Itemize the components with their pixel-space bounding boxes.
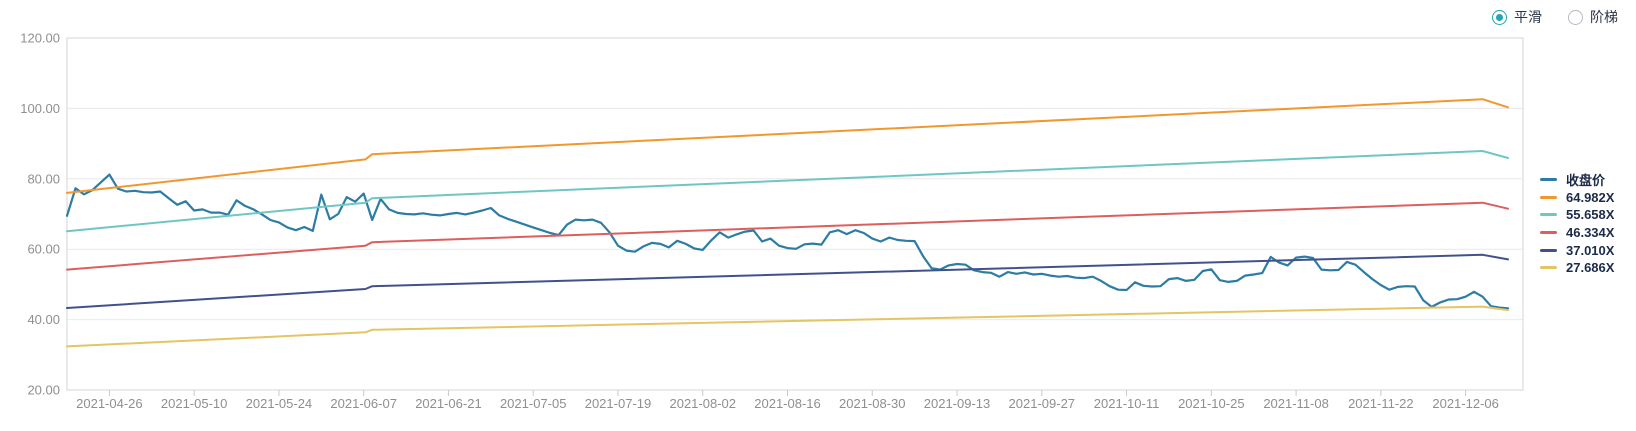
x-axis-tick-label: 2021-10-11 — [1094, 396, 1160, 411]
chart-legend: 收盘价 64.982X 55.658X 46.334X 37.010X 27.686X — [1540, 171, 1614, 277]
x-axis-tick-label: 2021-08-16 — [754, 396, 821, 411]
x-axis-tick-label: 2021-05-24 — [246, 396, 313, 411]
x-axis-tick-label: 2021-10-25 — [1178, 396, 1245, 411]
x-axis-tick-label: 2021-11-08 — [1263, 396, 1329, 411]
y-axis-tick-label: 40.00 — [27, 312, 60, 327]
series-line-close[interactable] — [65, 173, 1510, 310]
legend-item-label: 收盘价 — [1566, 173, 1606, 189]
line-style-radio-group: 平滑 阶梯 — [1492, 7, 1618, 27]
series-line-band-27686[interactable] — [66, 305, 1509, 348]
legend-item-band-64982[interactable]: 64.982X — [1540, 189, 1614, 207]
x-axis-tick-label: 2021-07-05 — [500, 396, 567, 411]
y-axis-tick-label: 120.00 — [20, 31, 60, 46]
legend-line-icon — [1540, 178, 1557, 182]
legend-item-band-27686[interactable]: 27.686X — [1540, 259, 1614, 277]
x-axis-tick-label: 2021-08-02 — [669, 396, 736, 411]
radio-smooth-label: 平滑 — [1514, 9, 1542, 25]
legend-item-label: 64.982X — [1566, 189, 1615, 205]
y-axis-tick-label: 60.00 — [27, 242, 60, 257]
legend-item-label: 37.010X — [1566, 242, 1615, 258]
legend-item-band-37010[interactable]: 37.010X — [1540, 241, 1614, 259]
x-axis-tick-label: 2021-07-19 — [585, 396, 652, 411]
legend-line-icon — [1540, 248, 1557, 252]
legend-item-band-46334[interactable]: 46.334X — [1540, 224, 1614, 242]
radio-step-label: 阶梯 — [1590, 9, 1618, 25]
y-axis-tick-label: 100.00 — [20, 101, 60, 116]
legend-line-icon — [1540, 213, 1557, 217]
x-axis-tick-label: 2021-08-30 — [839, 396, 906, 411]
radio-smooth[interactable]: 平滑 — [1492, 7, 1542, 27]
plot-border — [66, 37, 1524, 391]
series-line-band-55658[interactable] — [66, 150, 1509, 233]
x-axis-tick-label: 2021-05-10 — [161, 396, 228, 411]
y-axis-tick-label: 80.00 — [27, 171, 60, 186]
legend-item-label: 55.658X — [1566, 207, 1615, 223]
x-axis-tick-label: 2021-11-22 — [1348, 396, 1414, 411]
series-line-band-46334[interactable] — [66, 201, 1509, 271]
series-line-band-64982[interactable] — [66, 98, 1509, 194]
legend-item-label: 27.686X — [1566, 260, 1615, 276]
radio-step[interactable]: 阶梯 — [1568, 7, 1618, 27]
legend-item-band-55658[interactable]: 55.658X — [1540, 206, 1614, 224]
y-axis-tick-label: 20.00 — [27, 383, 60, 398]
series-line-band-37010[interactable] — [66, 253, 1509, 309]
x-axis-tick-label: 2021-09-13 — [924, 396, 991, 411]
x-axis-tick-label: 2021-06-07 — [330, 396, 397, 411]
x-axis-tick-label: 2021-04-26 — [76, 396, 143, 411]
x-axis-tick-label: 2021-12-06 — [1432, 396, 1499, 411]
legend-item-label: 46.334X — [1566, 225, 1615, 241]
legend-line-icon — [1540, 195, 1557, 199]
legend-line-icon — [1540, 266, 1557, 270]
legend-item-close[interactable]: 收盘价 — [1540, 171, 1614, 189]
radio-unselected-icon — [1568, 9, 1583, 25]
radio-selected-icon — [1492, 9, 1507, 25]
x-axis-tick-label: 2021-06-21 — [415, 396, 482, 411]
legend-line-icon — [1540, 231, 1557, 235]
x-axis-tick-label: 2021-09-27 — [1009, 396, 1076, 411]
